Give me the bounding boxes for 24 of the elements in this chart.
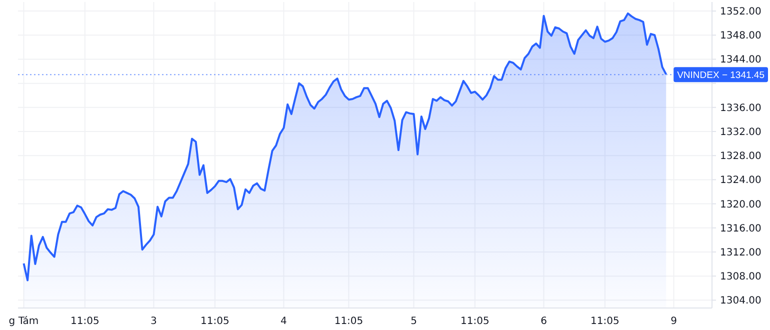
x-tick-label: 3 xyxy=(150,316,157,327)
y-tick-label: 1328.00 xyxy=(720,151,762,162)
x-tick-label: 11:05 xyxy=(334,316,364,327)
y-tick-label: 1316.00 xyxy=(720,223,762,234)
y-tick-label: 1312.00 xyxy=(720,247,762,258)
x-tick-label: 11:05 xyxy=(70,316,100,327)
x-tick-label: 6 xyxy=(540,316,547,327)
x-tick-label: 5 xyxy=(410,316,417,327)
y-tick-label: 1320.00 xyxy=(720,199,762,210)
y-tick-label: 1332.00 xyxy=(720,127,762,138)
x-tick-label: g Tám xyxy=(8,316,39,327)
y-tick-label: 1352.00 xyxy=(720,6,762,18)
y-tick-label: 1344.00 xyxy=(720,54,762,66)
x-tick-label: 4 xyxy=(280,316,287,327)
y-tick-label: 1336.00 xyxy=(720,102,762,114)
x-tick-label: 9 xyxy=(670,316,677,327)
y-tick-label: 1308.00 xyxy=(720,272,762,283)
ref-line-label: VNINDEX − 1341.45 xyxy=(677,70,765,82)
x-tick-label: 11:05 xyxy=(590,316,620,327)
x-tick-label: 11:05 xyxy=(460,316,490,327)
x-tick-label: 11:05 xyxy=(200,316,230,327)
y-tick-label: 1348.00 xyxy=(720,30,762,42)
y-tick-label: 1324.00 xyxy=(720,175,762,186)
y-tick-label: 1304.00 xyxy=(720,296,762,307)
